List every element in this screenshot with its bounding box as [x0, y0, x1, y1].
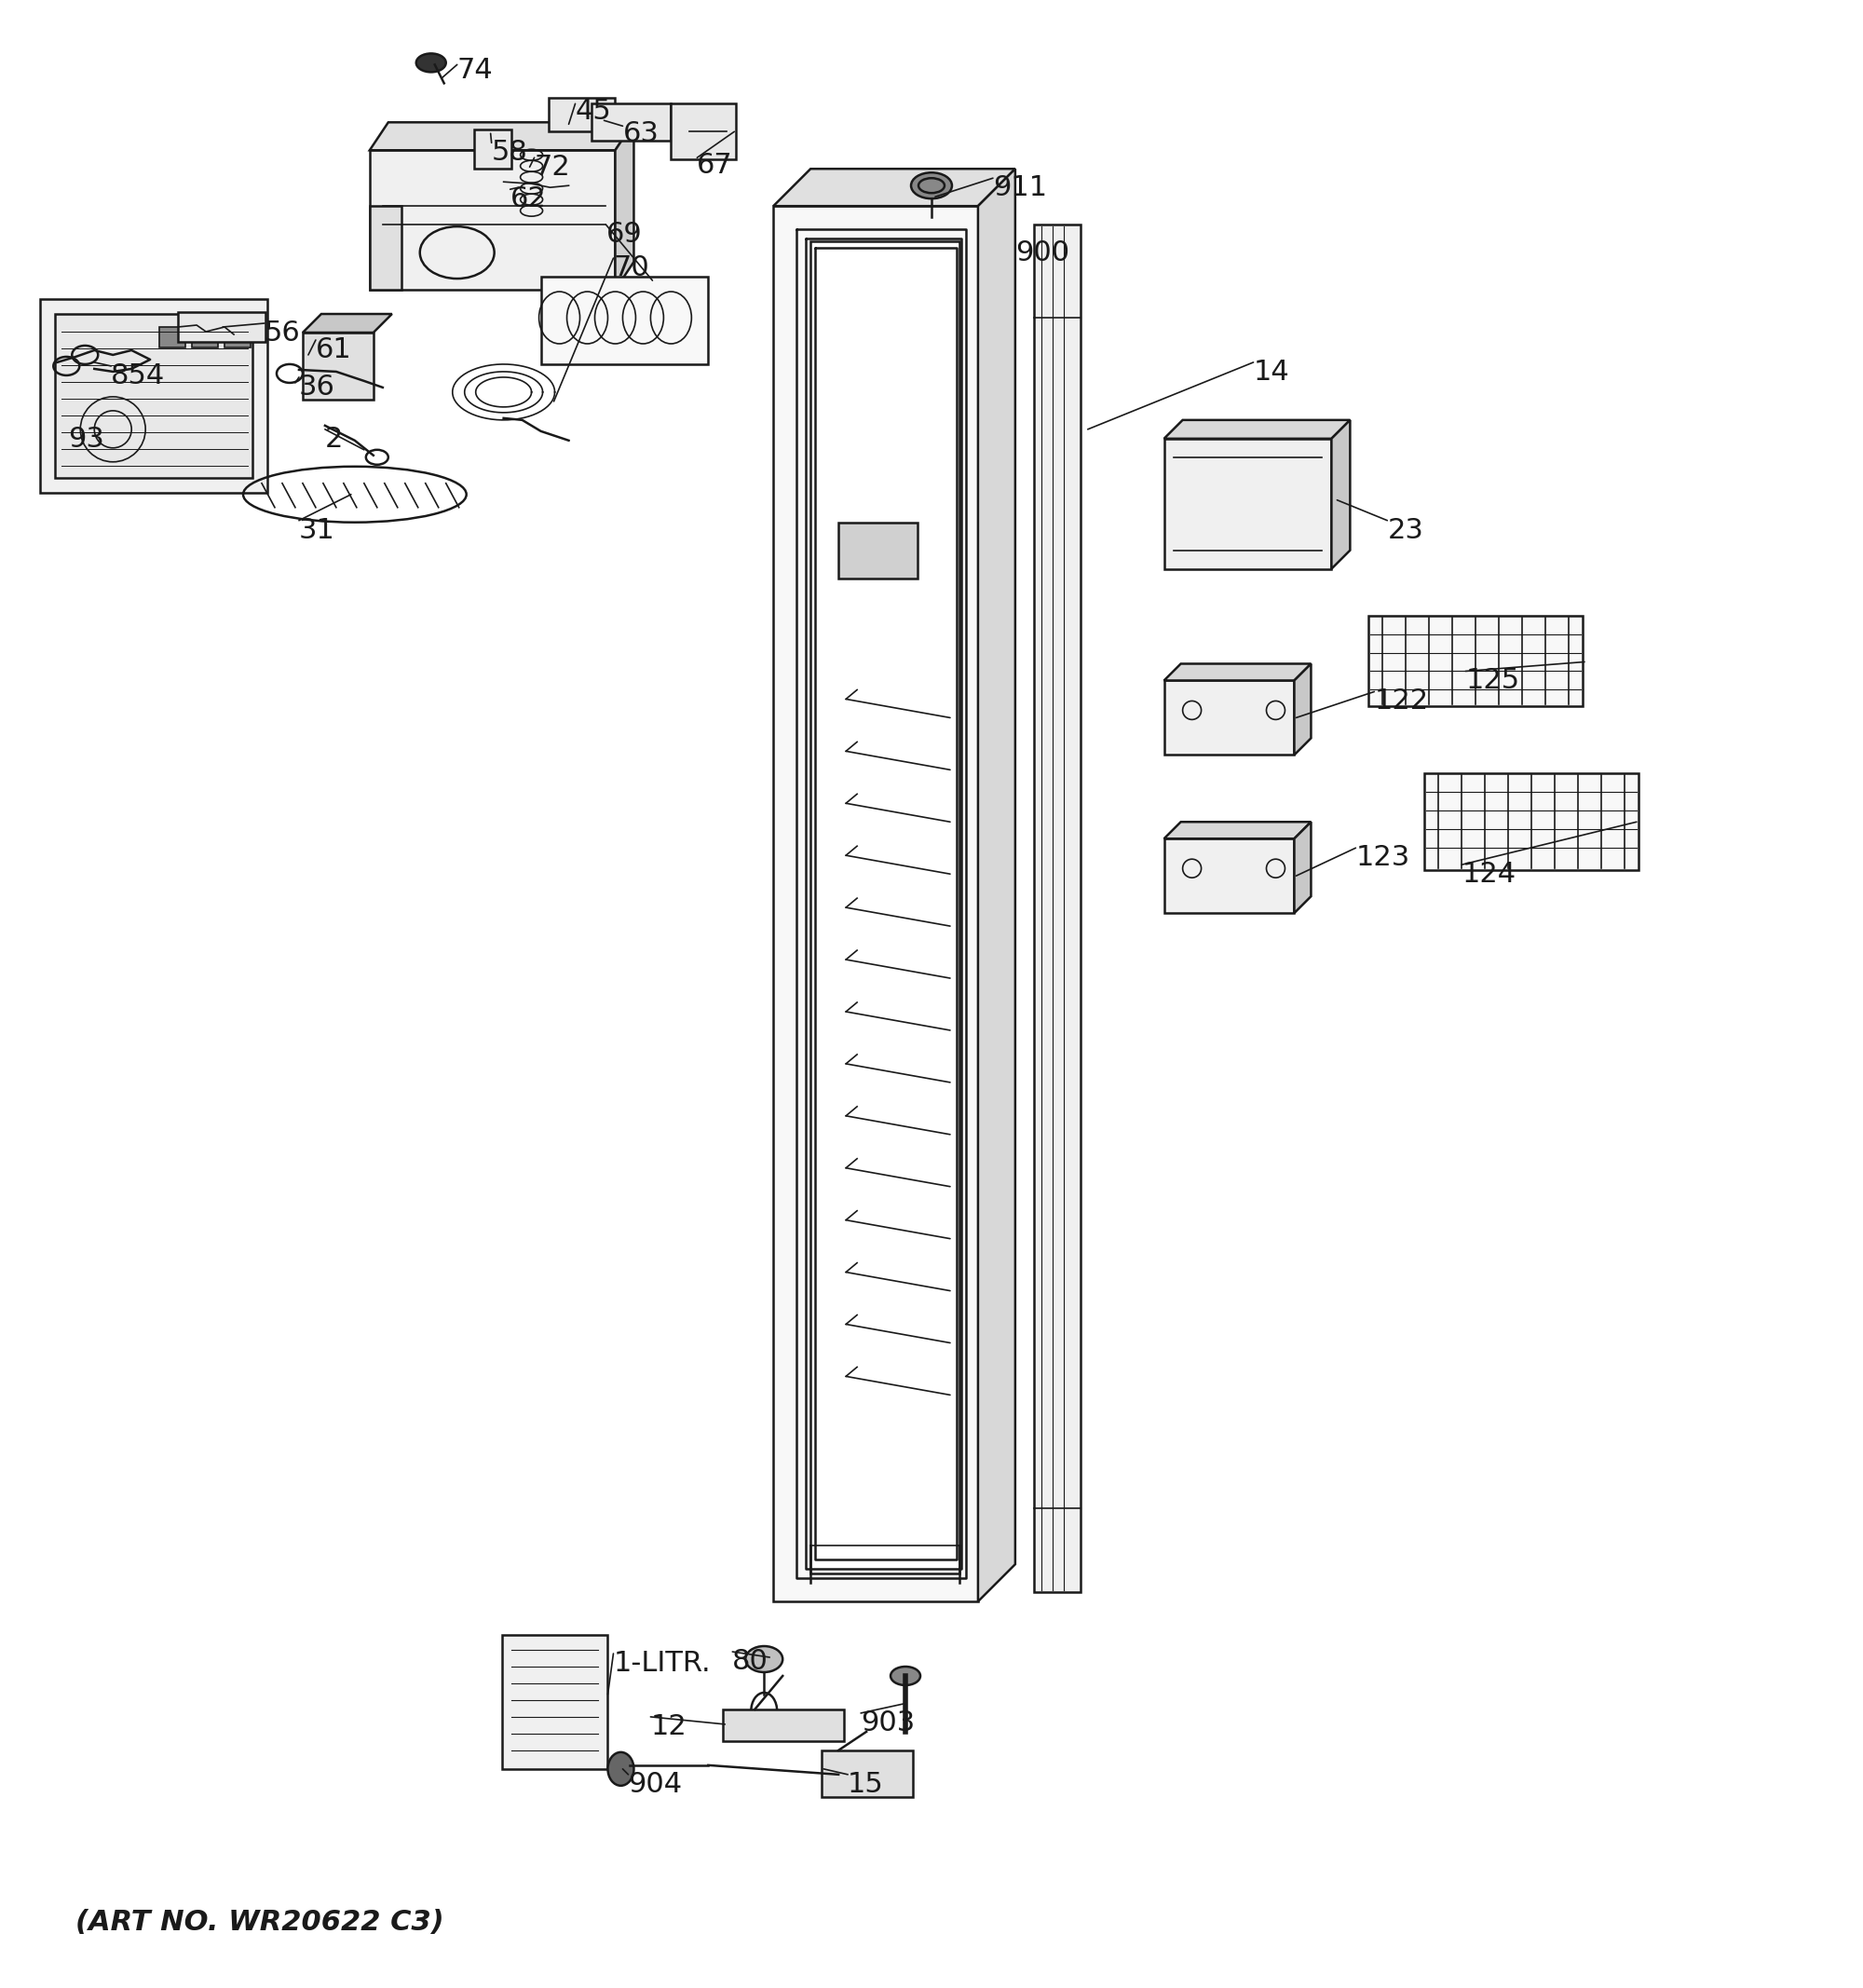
Text: 911: 911	[993, 175, 1047, 201]
Polygon shape	[1164, 839, 1295, 912]
Polygon shape	[41, 298, 266, 493]
Polygon shape	[369, 151, 615, 290]
Text: 124: 124	[1462, 861, 1516, 889]
Text: 12: 12	[650, 1714, 687, 1740]
Bar	[160, 326, 186, 348]
Text: 123: 123	[1356, 845, 1410, 871]
Polygon shape	[671, 103, 736, 159]
Text: 125: 125	[1466, 668, 1520, 694]
Polygon shape	[548, 97, 615, 131]
Polygon shape	[1164, 821, 1312, 839]
Polygon shape	[615, 123, 633, 290]
Polygon shape	[773, 169, 1015, 207]
Polygon shape	[369, 207, 401, 290]
Text: 67: 67	[697, 153, 734, 179]
Text: 56: 56	[265, 320, 300, 346]
Text: 70: 70	[613, 254, 650, 282]
Text: 15: 15	[848, 1771, 883, 1797]
Text: 14: 14	[1254, 358, 1289, 386]
Polygon shape	[591, 103, 671, 141]
Polygon shape	[1369, 616, 1584, 706]
Polygon shape	[540, 276, 708, 364]
Text: 69: 69	[605, 221, 643, 248]
Polygon shape	[1164, 664, 1312, 680]
Ellipse shape	[745, 1646, 782, 1672]
Text: 2: 2	[324, 425, 343, 453]
Text: 1-LITR.: 1-LITR.	[613, 1650, 712, 1676]
Ellipse shape	[911, 173, 952, 199]
Polygon shape	[810, 241, 959, 1574]
Text: 854: 854	[112, 362, 166, 390]
Text: 62: 62	[510, 185, 546, 213]
Polygon shape	[1295, 821, 1312, 912]
Text: 80: 80	[732, 1648, 769, 1676]
Bar	[192, 326, 218, 348]
Polygon shape	[1034, 225, 1081, 1592]
Ellipse shape	[891, 1666, 920, 1686]
Polygon shape	[1164, 419, 1351, 439]
Text: (ART NO. WR20622 C3): (ART NO. WR20622 C3)	[76, 1908, 445, 1936]
Polygon shape	[369, 123, 633, 151]
Text: 63: 63	[622, 121, 660, 147]
Polygon shape	[1332, 419, 1351, 569]
Polygon shape	[501, 1634, 607, 1769]
Text: 93: 93	[69, 425, 104, 453]
Bar	[225, 326, 252, 348]
Text: 72: 72	[535, 153, 570, 181]
Text: 903: 903	[861, 1710, 915, 1736]
Text: 61: 61	[315, 336, 352, 364]
Text: 904: 904	[628, 1771, 682, 1797]
Text: 58: 58	[492, 139, 527, 167]
Text: 122: 122	[1375, 688, 1429, 716]
Polygon shape	[978, 169, 1015, 1602]
Ellipse shape	[607, 1751, 633, 1785]
Text: 900: 900	[1015, 239, 1069, 266]
Text: 45: 45	[576, 97, 611, 125]
Polygon shape	[1425, 773, 1638, 871]
Polygon shape	[302, 314, 391, 332]
Polygon shape	[822, 1749, 913, 1797]
Polygon shape	[1164, 680, 1295, 755]
Polygon shape	[773, 207, 978, 1602]
Text: 36: 36	[298, 374, 335, 400]
Polygon shape	[179, 312, 265, 342]
Polygon shape	[1295, 664, 1312, 755]
Polygon shape	[838, 523, 918, 579]
Polygon shape	[723, 1710, 844, 1741]
Text: 74: 74	[456, 58, 494, 83]
Text: 31: 31	[298, 517, 335, 545]
Text: 23: 23	[1388, 517, 1423, 545]
Polygon shape	[473, 129, 510, 169]
Polygon shape	[302, 332, 373, 400]
Polygon shape	[1164, 439, 1332, 569]
Polygon shape	[56, 314, 253, 477]
Ellipse shape	[415, 54, 445, 72]
